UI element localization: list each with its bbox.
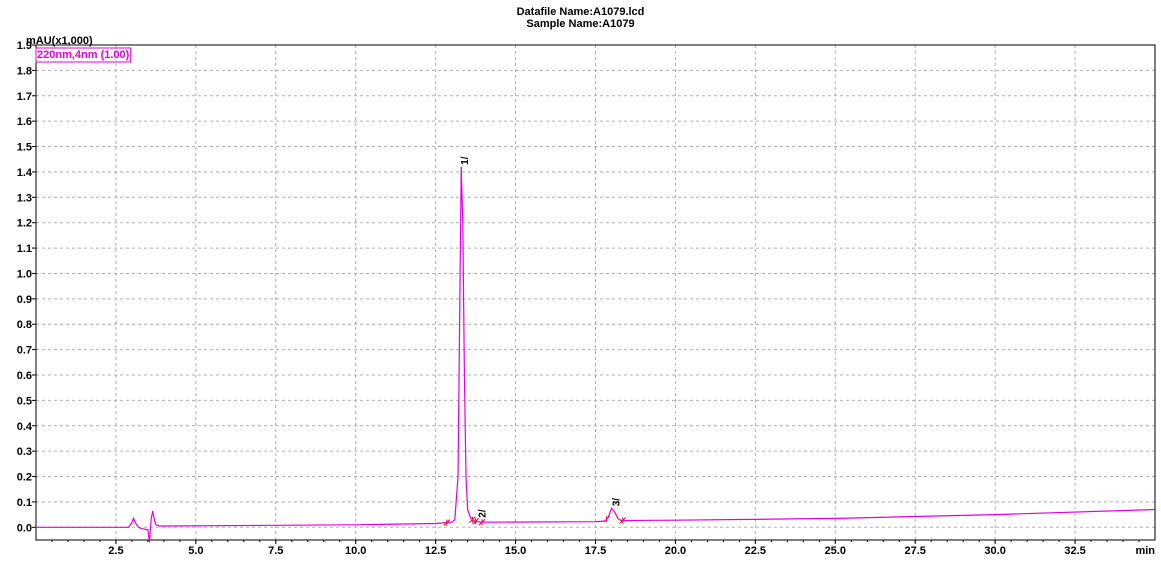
y-tick-label: 0.0: [17, 522, 32, 534]
y-tick-label: 0.4: [17, 421, 33, 433]
y-tick-label: 0.5: [17, 395, 32, 407]
x-tick-label: 12.5: [425, 545, 446, 557]
series-traces: [36, 166, 1156, 543]
y-tick-label: 0.2: [17, 472, 32, 484]
peak-label: 3/: [612, 498, 623, 507]
peak-label: 1/: [460, 156, 471, 165]
y-tick-label: 1.6: [17, 116, 32, 128]
y-tick-label: 1.4: [17, 167, 33, 179]
legend-label: 220nm,4nm (1.00): [37, 49, 130, 61]
y-tick-label: 0.3: [17, 446, 32, 458]
chart-header: Datafile Name:A1079.lcd Sample Name:A107…: [0, 6, 1161, 30]
x-axis-label: min: [1135, 545, 1155, 557]
grid-lines: [36, 44, 1155, 540]
x-tick-label: 7.5: [268, 545, 283, 557]
y-tick-label: 1.3: [17, 192, 32, 204]
x-tick-label: 2.5: [108, 545, 123, 557]
x-tick-label: 22.5: [745, 545, 766, 557]
sample-name: Sample Name:A1079: [526, 18, 635, 30]
x-tick-label: 32.5: [1064, 545, 1085, 557]
y-tick-label: 1.9: [17, 40, 32, 52]
y-axis-label: mAU(x1,000): [26, 35, 93, 47]
y-tick-label: 0.6: [17, 370, 32, 382]
x-tick-label: 20.0: [665, 545, 686, 557]
y-tick-label: 0.8: [17, 319, 32, 331]
series-line: [36, 166, 1156, 543]
y-tick-label: 1.2: [17, 218, 32, 230]
y-tick-label: 1.0: [17, 268, 32, 280]
y-tick-label: 0.1: [17, 497, 32, 509]
plot-frame: [35, 44, 1156, 541]
peak-label: 2/: [477, 509, 488, 518]
y-tick-label: 1.7: [17, 91, 32, 103]
x-tick-label: 15.0: [505, 545, 526, 557]
y-tick-label: 0.7: [17, 345, 32, 357]
y-tick-label: 1.5: [17, 142, 32, 154]
legend-box: [35, 47, 132, 63]
axes: [32, 44, 1156, 544]
x-tick-label: 30.0: [984, 545, 1005, 557]
x-tick-label: 17.5: [585, 545, 606, 557]
x-tick-label: 10.0: [345, 545, 366, 557]
x-tick-label: 25.0: [825, 545, 846, 557]
peak-labels: 1/2/3/: [460, 156, 623, 517]
datafile-name: Datafile Name:A1079.lcd: [516, 6, 645, 18]
legend: 220nm,4nm (1.00): [35, 47, 132, 63]
x-tick-label: 27.5: [905, 545, 926, 557]
y-tick-label: 0.9: [17, 294, 32, 306]
x-tick-label: 5.0: [188, 545, 203, 557]
tick-labels: 0.0 0.1 0.2 0.3 0.4 0.5 0.6 0.7 0.8 0.9 1.0 1.1 1.2 1…: [17, 40, 1086, 557]
y-tick-label: 1.1: [17, 243, 32, 255]
y-tick-label: 1.8: [17, 65, 32, 77]
